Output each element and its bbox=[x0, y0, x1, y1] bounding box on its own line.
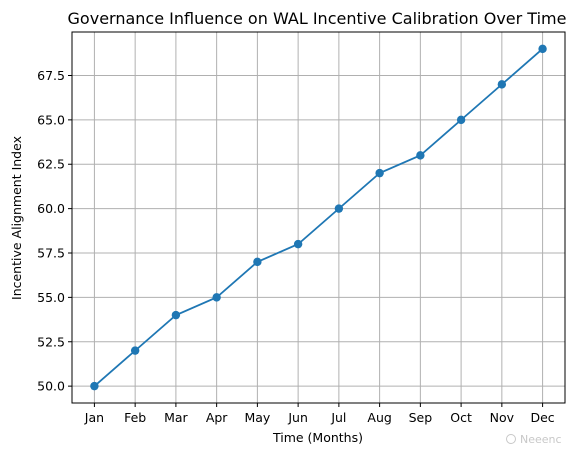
data-point bbox=[171, 310, 181, 320]
x-tick-label: Jul bbox=[330, 410, 346, 425]
plot-frame bbox=[71, 31, 566, 404]
grid bbox=[72, 32, 565, 403]
x-tick-label: Jan bbox=[84, 410, 104, 425]
x-tick-label: May bbox=[244, 410, 270, 425]
x-axis-label: Time (Months) bbox=[272, 430, 363, 445]
data-point bbox=[293, 239, 303, 249]
data-point bbox=[130, 346, 140, 355]
y-tick-label: 65.0 bbox=[37, 112, 65, 127]
data-point bbox=[90, 381, 99, 391]
x-tick-label: Oct bbox=[450, 410, 472, 425]
y-axis-label: Incentive Alignment Index bbox=[9, 136, 24, 300]
y-tick-label: 52.5 bbox=[37, 334, 65, 349]
data-point bbox=[375, 168, 384, 178]
x-tick-label: Mar bbox=[164, 410, 188, 425]
data-point bbox=[334, 204, 344, 213]
x-tick-label: Apr bbox=[206, 410, 228, 425]
data-point bbox=[497, 80, 507, 89]
y-tick-label: 57.5 bbox=[37, 246, 65, 261]
x-tick-label: Jun bbox=[287, 410, 308, 425]
data-point bbox=[416, 151, 425, 160]
watermark-text: Neeenc bbox=[520, 433, 562, 446]
data-point bbox=[538, 44, 547, 54]
y-tick-label: 60.0 bbox=[37, 201, 65, 216]
series-line bbox=[93, 48, 544, 387]
watermark-icon bbox=[506, 434, 516, 444]
series-group bbox=[90, 44, 547, 391]
y-tick-label: 55.0 bbox=[37, 290, 65, 305]
chart-title: Governance Influence on WAL Incentive Ca… bbox=[68, 9, 567, 28]
x-tick-label: Nov bbox=[490, 410, 515, 425]
data-point bbox=[456, 115, 466, 125]
data-point bbox=[253, 257, 262, 267]
x-tick-label: Dec bbox=[530, 410, 554, 425]
data-point bbox=[212, 293, 221, 302]
y-tick-label: 67.5 bbox=[37, 68, 65, 83]
y-tick-label: 50.0 bbox=[37, 379, 65, 394]
x-tick-label: Sep bbox=[409, 410, 433, 425]
y-axis: 50.0 52.5 55.0 57.5 60.0 62.5 65.0 67.5 bbox=[37, 68, 72, 394]
y-tick-label: 62.5 bbox=[37, 157, 65, 172]
x-axis: Jan Feb Mar Apr May Jun Jul Aug Sep Oct Nov Dec bbox=[84, 403, 555, 425]
watermark: Neeenc bbox=[506, 433, 562, 446]
x-tick-label: Feb bbox=[124, 410, 146, 425]
x-tick-label: Aug bbox=[367, 410, 391, 425]
